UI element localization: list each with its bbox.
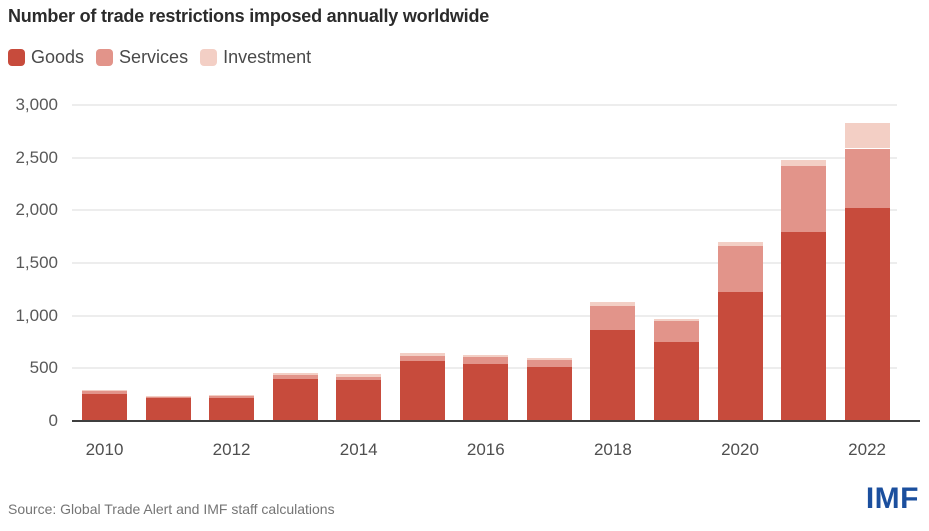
x-tick-label-2010: 2010 xyxy=(85,440,124,459)
bar-2013-goods xyxy=(272,378,318,421)
y-tick-label-2500: 2,500 xyxy=(15,147,58,167)
bar-2013-services xyxy=(272,375,318,379)
bar-2022-investment xyxy=(844,122,890,149)
bar-2012-investment xyxy=(209,395,255,397)
bar-2014-investment xyxy=(336,374,382,378)
bar-2010-services xyxy=(82,390,127,395)
legend-item-goods: Goods xyxy=(8,47,84,68)
y-tick-label-3000: 3,000 xyxy=(15,95,58,114)
legend-swatch-services xyxy=(96,49,114,66)
bar-2014-services xyxy=(336,377,382,381)
bar-2015-goods xyxy=(399,361,445,421)
bar-2010-investment xyxy=(82,389,127,391)
x-tick-label-2012: 2012 xyxy=(212,440,251,459)
bar-2011-investment xyxy=(145,395,191,397)
chart-title: Number of trade restrictions imposed ann… xyxy=(8,6,490,26)
legend-label-investment: Investment xyxy=(223,47,312,67)
bar-2021-services xyxy=(781,165,827,232)
bar-2014-goods xyxy=(336,380,382,421)
gridline-3000 xyxy=(72,104,897,106)
bar-2021-goods xyxy=(781,231,827,421)
gridline-2500 xyxy=(72,156,897,159)
bar-2018-services xyxy=(590,306,636,330)
bar-2017-goods xyxy=(526,367,572,421)
bar-2017-investment xyxy=(526,358,572,360)
bar-2020-goods xyxy=(717,292,763,421)
y-tick-label-1500: 1,500 xyxy=(15,253,58,272)
bar-2017-services xyxy=(526,359,572,368)
bar-2019-investment xyxy=(653,318,699,322)
x-axis-line xyxy=(72,420,920,422)
y-tick-label-2000: 2,000 xyxy=(15,200,58,220)
y-tick-label-500: 500 xyxy=(29,358,58,378)
bar-2011-goods xyxy=(145,397,191,421)
y-tick-label-0: 0 xyxy=(48,411,58,430)
bar-2016-investment xyxy=(463,355,509,358)
bar-2011-services xyxy=(145,396,191,398)
x-tick-label-2020: 2020 xyxy=(721,440,759,459)
legend-item-services: Services xyxy=(96,47,188,68)
gridline-1500 xyxy=(72,262,897,264)
gridline-1000 xyxy=(72,314,897,317)
x-tick-label-2022: 2022 xyxy=(848,440,886,459)
y-tick-label-1000: 1,000 xyxy=(15,305,58,325)
source-note: Source: Global Trade Alert and IMF staff… xyxy=(8,501,335,517)
legend-item-investment: Investment xyxy=(200,47,311,68)
bar-2015-services xyxy=(399,356,445,362)
bar-2016-services xyxy=(463,357,509,364)
bar-2012-goods xyxy=(209,398,255,421)
bar-2010-goods xyxy=(82,394,127,421)
bar-2019-goods xyxy=(653,342,699,421)
imf-logo: IMF xyxy=(865,482,919,515)
legend-label-goods: Goods xyxy=(31,47,85,67)
legend: Goods Services Investment xyxy=(8,47,311,68)
bar-2022-goods xyxy=(844,208,890,421)
x-tick-label-2016: 2016 xyxy=(466,440,505,459)
legend-swatch-goods xyxy=(8,49,25,66)
legend-label-services: Services xyxy=(119,47,189,67)
bar-2016-goods xyxy=(463,363,509,421)
bar-2019-services xyxy=(653,321,699,342)
bar-2020-investment xyxy=(717,241,763,246)
bar-2020-services xyxy=(717,245,763,293)
bar-2021-investment xyxy=(781,159,827,166)
x-tick-label-2014: 2014 xyxy=(339,440,378,459)
x-tick-label-2018: 2018 xyxy=(593,440,632,459)
bar-2022-services xyxy=(844,148,890,209)
bar-2015-investment xyxy=(399,353,445,357)
legend-swatch-investment xyxy=(200,49,218,66)
bar-2018-investment xyxy=(590,302,636,307)
bar-2013-investment xyxy=(272,373,318,376)
gridline-2000 xyxy=(72,209,897,212)
bar-2018-goods xyxy=(590,329,636,421)
bar-2012-services xyxy=(209,396,255,399)
